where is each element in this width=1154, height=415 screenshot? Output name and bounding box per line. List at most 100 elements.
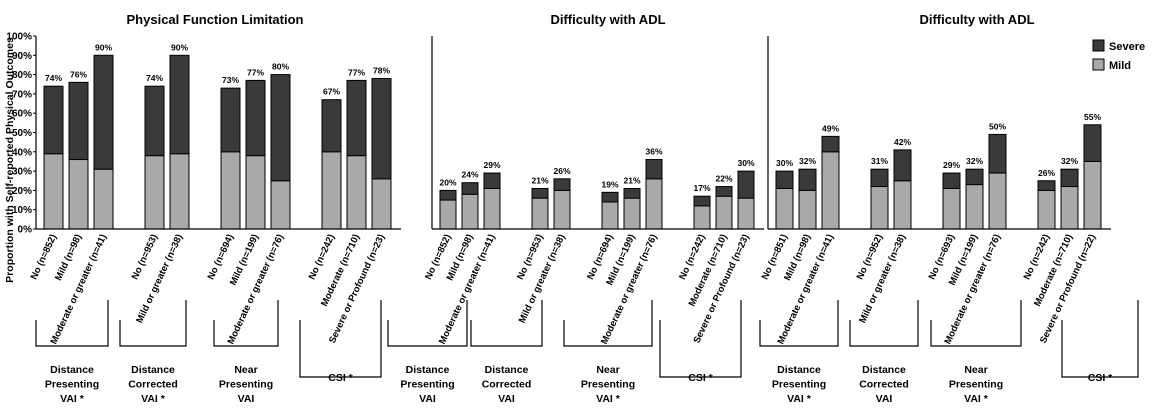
group-bracket (387, 300, 468, 347)
data-label: 30% (776, 158, 793, 168)
data-label: 55% (1084, 112, 1101, 122)
bar-mild (601, 201, 619, 230)
legend-label-severe: Severe (1109, 41, 1145, 53)
bar-mild (1083, 160, 1102, 230)
group-label: VAI * (60, 393, 85, 405)
data-label: 36% (645, 147, 662, 157)
bar-severe (371, 77, 392, 180)
group-label: Presenting (772, 379, 826, 391)
group-label: Presenting (219, 379, 273, 391)
data-label: 74% (146, 73, 163, 83)
y-tick-label: 60% (12, 109, 32, 120)
group-label: VAI * (787, 393, 812, 405)
bar-severe (43, 85, 64, 155)
bar-severe (461, 182, 479, 195)
bar-mild (942, 187, 961, 230)
data-label: 42% (894, 137, 911, 147)
data-label: 30% (737, 158, 754, 168)
group-bracket (299, 300, 382, 378)
data-label: 24% (461, 170, 478, 180)
y-axis-label: Proportion with Self-reported Physical O… (4, 37, 16, 283)
group-label: Corrected (128, 379, 178, 391)
chart-title: Physical Function Limitation (127, 12, 304, 27)
bar-mild (531, 197, 549, 230)
data-label: 26% (1038, 168, 1055, 178)
y-tick-label: 50% (12, 128, 32, 139)
group-label: CSI * (328, 372, 353, 384)
data-label: 77% (348, 67, 365, 77)
group-bracket (470, 300, 543, 347)
group-label: CSI * (1088, 372, 1113, 384)
bar-mild (321, 151, 342, 230)
data-label: 78% (373, 65, 390, 75)
bar-severe (737, 170, 755, 199)
bar-severe (715, 186, 733, 197)
legend-swatch-severe (1092, 39, 1105, 52)
bar-severe (798, 168, 817, 191)
y-tick-label: 20% (12, 186, 32, 197)
group-label: VAI (498, 393, 515, 405)
bar-mild (68, 159, 89, 230)
data-label: 26% (553, 166, 570, 176)
bar-mild (245, 155, 266, 230)
y-tick-label: 10% (12, 205, 32, 216)
bar-severe (988, 133, 1007, 174)
tick-label: Moderate or greater (n=41) (48, 233, 109, 347)
bar-mild (693, 205, 711, 230)
bar-mild (1037, 189, 1056, 230)
group-label: Distance (862, 364, 906, 376)
bar-severe (169, 54, 190, 155)
bar-severe (965, 168, 984, 186)
bar-mild (775, 187, 794, 230)
group-label: Near (964, 364, 987, 376)
group-label: Distance (777, 364, 821, 376)
group-label: VAI (419, 393, 436, 405)
group-label: VAI (238, 393, 255, 405)
bar-severe (270, 74, 291, 182)
bar-mild (715, 195, 733, 230)
group-bracket (759, 300, 839, 347)
bar-severe (623, 187, 641, 199)
y-tick-label: 40% (12, 147, 32, 158)
data-label: 77% (247, 67, 264, 77)
data-label: 29% (483, 160, 500, 170)
bar-severe (821, 135, 840, 153)
group-label: Corrected (482, 379, 532, 391)
group-label: VAI * (141, 393, 166, 405)
bar-severe (220, 87, 241, 153)
y-tick-label: 70% (12, 89, 32, 100)
data-label: 17% (693, 183, 710, 193)
bar-mild (988, 172, 1007, 230)
group-label: Presenting (581, 379, 635, 391)
bar-mild (439, 199, 457, 230)
bar-mild (483, 187, 501, 230)
bar-severe (893, 149, 912, 182)
bar-mild (220, 151, 241, 230)
bar-severe (346, 79, 367, 157)
group-label: CSI * (688, 372, 713, 384)
group-label: Distance (50, 364, 94, 376)
group-bracket (119, 300, 187, 347)
bar-severe (1060, 168, 1079, 188)
group-label: VAI * (964, 393, 989, 405)
bar-mild (461, 193, 479, 230)
bar-mild (737, 197, 755, 230)
group-label: Corrected (859, 379, 909, 391)
bar-mild (1060, 186, 1079, 230)
bar-severe (1083, 124, 1102, 162)
bar-mild (553, 189, 571, 230)
bar-mild (798, 189, 817, 230)
group-label: Distance (131, 364, 175, 376)
group-label: Near (596, 364, 619, 376)
bar-mild (371, 178, 392, 230)
bar-severe (870, 168, 889, 188)
y-tick-label: 80% (12, 70, 32, 81)
data-label: 50% (989, 121, 1006, 131)
data-label: 67% (323, 87, 340, 97)
bar-mild (346, 155, 367, 230)
bar-mild (144, 155, 165, 230)
group-label: Near (234, 364, 257, 376)
group-bracket (35, 300, 109, 347)
bar-mild (870, 186, 889, 230)
